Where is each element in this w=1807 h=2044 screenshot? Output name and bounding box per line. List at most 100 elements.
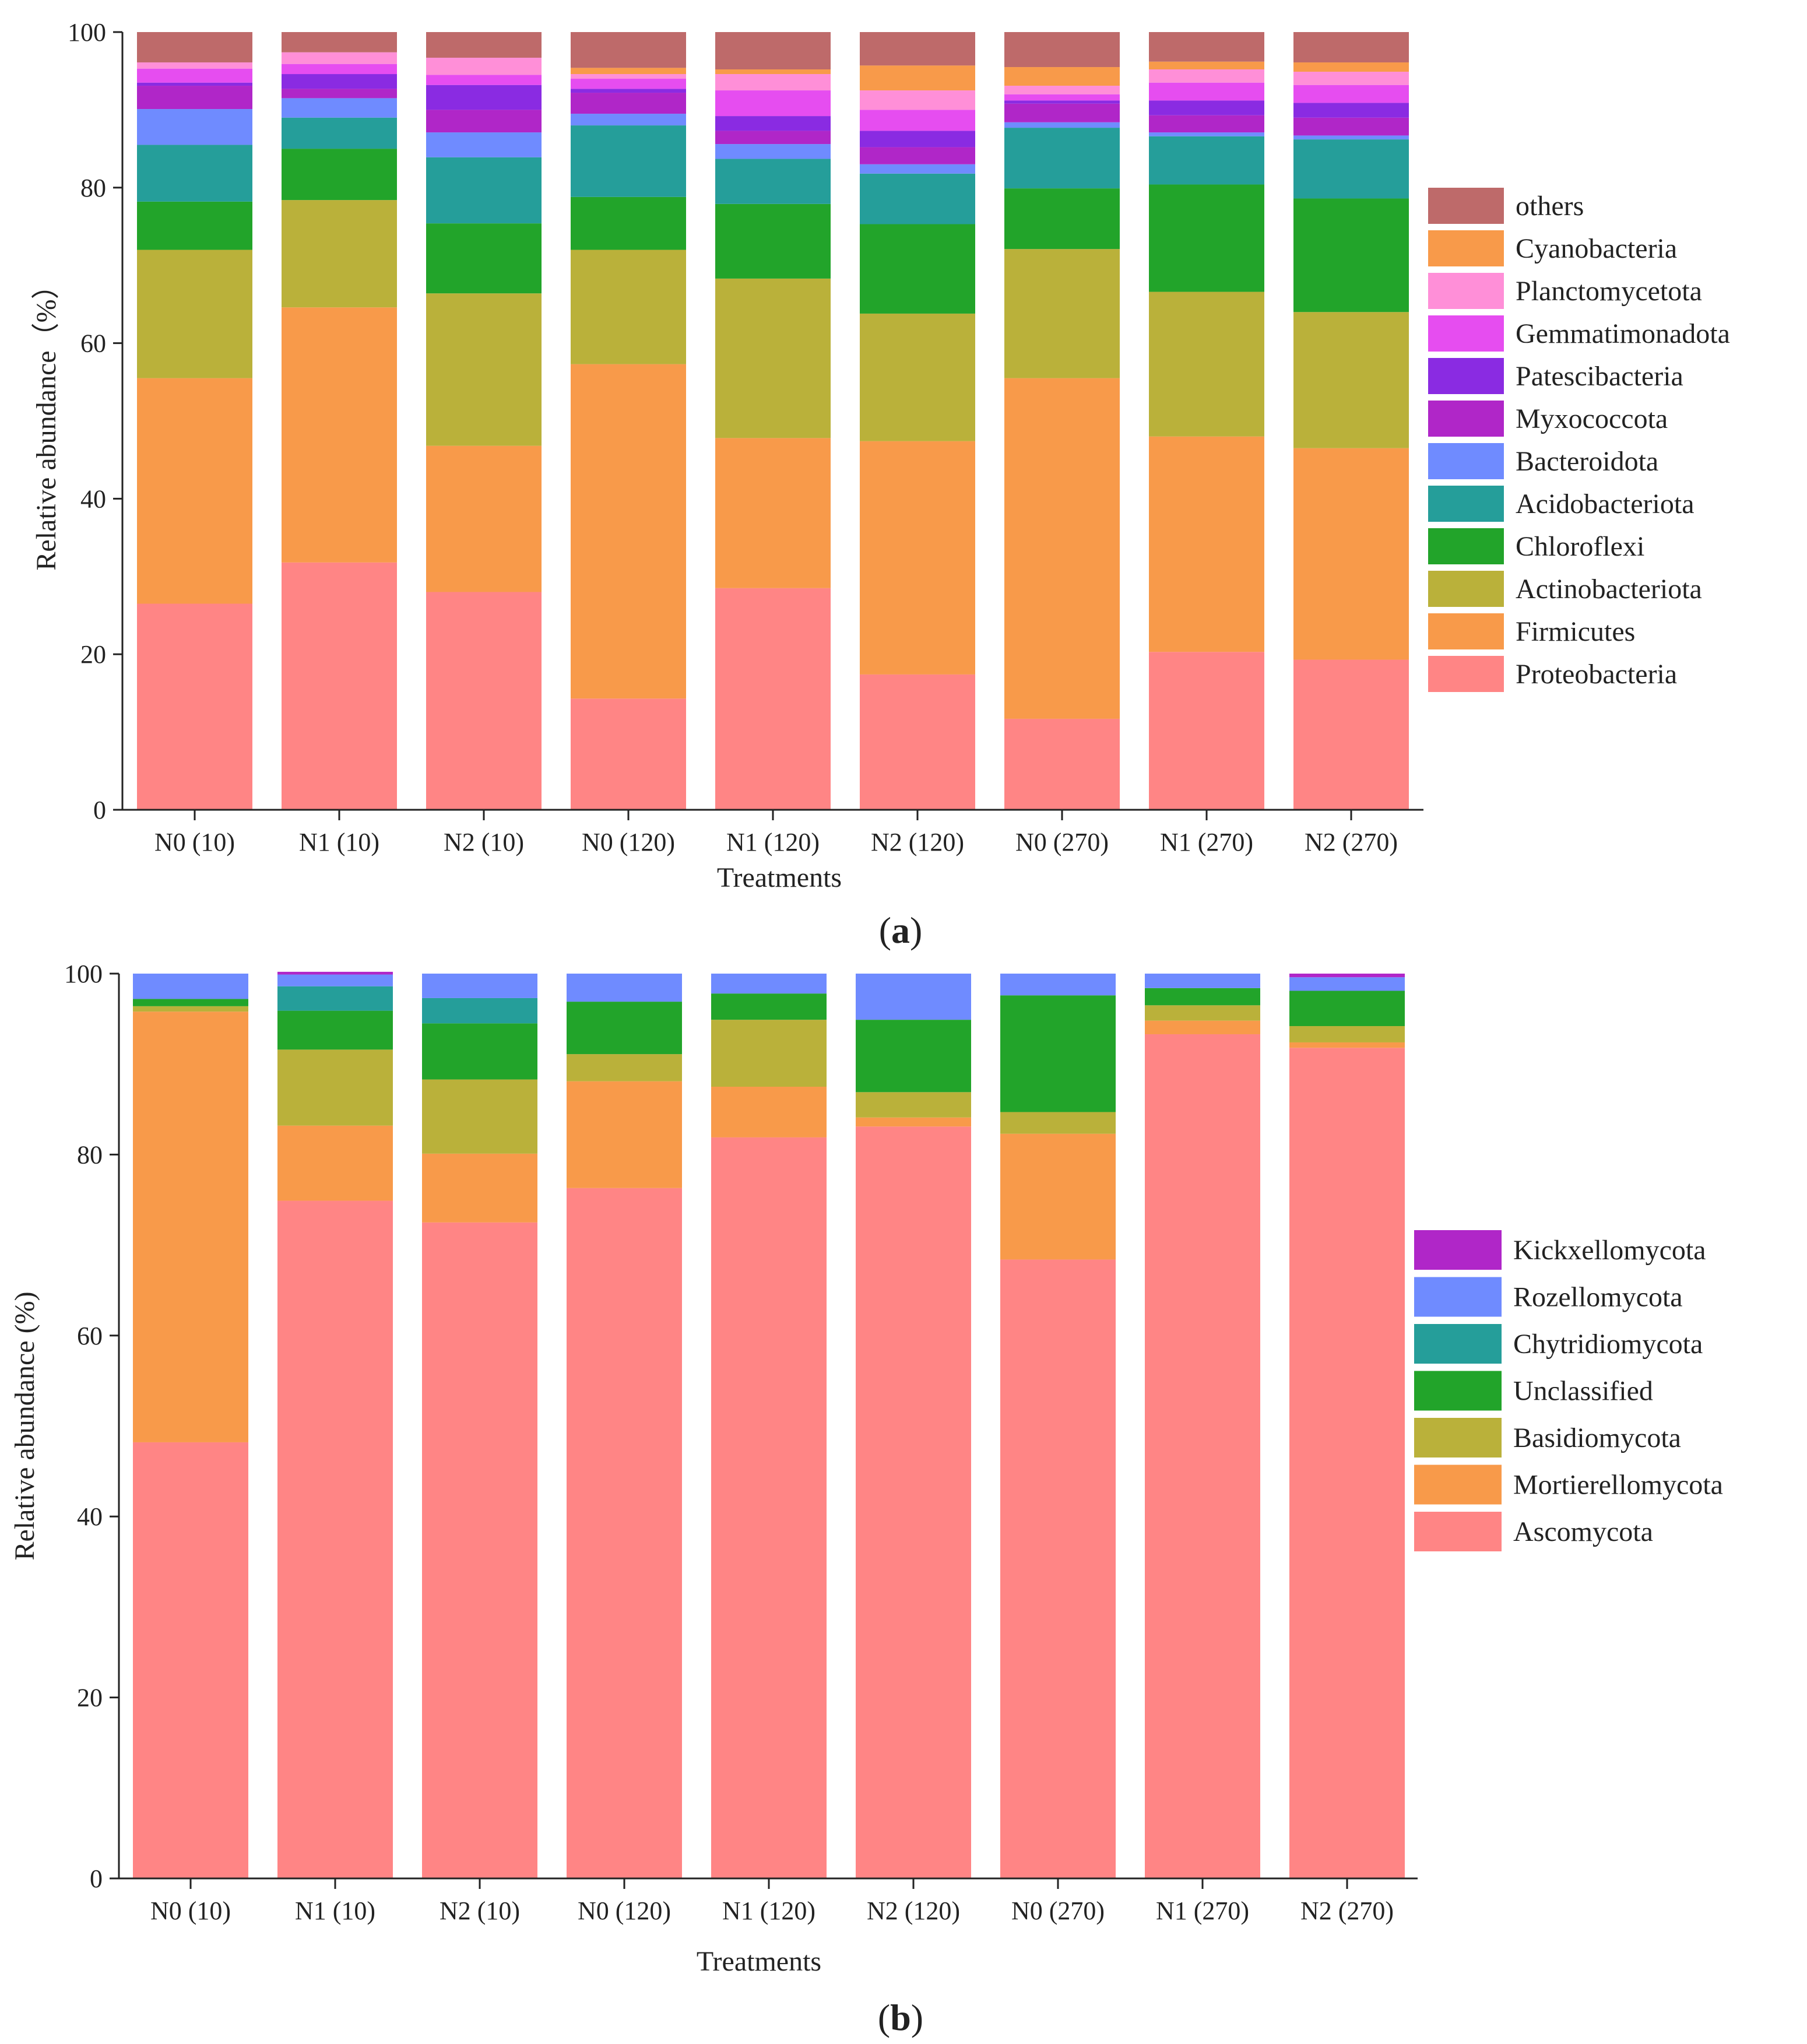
- bar-segment-ascomycota-n0-10: [133, 1442, 248, 1878]
- legend-label-cyanobacteria: Cyanobacteria: [1516, 233, 1677, 264]
- bar-segment-firmicutes-n0-10: [137, 378, 252, 604]
- legend-label-kickxellomycota: Kickxellomycota: [1513, 1235, 1706, 1266]
- bar-segment-actinobacteriota-n1-10: [282, 200, 397, 308]
- panel-b-y-axis-title: Relative abundance (%): [9, 1291, 40, 1560]
- bar-segment-unclassified-n2-10: [422, 1023, 537, 1080]
- legend-label-unclassified: Unclassified: [1513, 1376, 1653, 1407]
- bar-segment-chloroflexi-n0-10: [137, 201, 252, 250]
- bar-segment-myxococcota-n0-270: [1004, 103, 1120, 122]
- legend-swatch-acidobacteriota: [1428, 486, 1504, 522]
- bar-segment-gemmatimonadota-n2-270: [1293, 85, 1409, 103]
- bar-segment-proteobacteria-n2-270: [1293, 659, 1409, 810]
- bar-segment-cyanobacteria-n0-120: [571, 68, 686, 75]
- bar-segment-unclassified-n2-270: [1289, 991, 1405, 1027]
- bar-segment-mortierellomycota-n1-270: [1145, 1020, 1260, 1034]
- panel-b-x-ticks: N0 (10) N1 (10) N2 (10) N0 (120) N1 (120) N2 …: [150, 1878, 1394, 1925]
- panel-a-x-axis-title: Treatments: [717, 862, 842, 893]
- bar-segment-rozellomycota-n0-120: [567, 974, 682, 1002]
- bar-segment-gemmatimonadota-n2-120: [860, 110, 975, 131]
- panel-a-y-ticks: 0 20 40 60 80 100: [68, 18, 122, 824]
- bar-segment-gemmatimonadota-n0-270: [1004, 94, 1120, 101]
- panel-b-y-ticks: 0 20 40 60 80 100: [64, 960, 119, 1893]
- legend-swatch-basidiomycota: [1414, 1418, 1502, 1458]
- panel-b-bars: [133, 971, 1405, 1878]
- bar-segment-actinobacteriota-n0-120: [571, 250, 686, 364]
- bar-segment-chloroflexi-n1-120: [715, 203, 831, 279]
- y-tick-label-40: 40: [80, 484, 106, 513]
- legend-item-mortierellomycota: Mortierellomycota: [1414, 1464, 1723, 1505]
- bar-segment-ascomycota-n0-270: [1000, 1259, 1116, 1878]
- bar-segment-actinobacteriota-n0-270: [1004, 249, 1120, 378]
- bar-segment-others-n0-120: [571, 32, 686, 68]
- legend-label-chloroflexi: Chloroflexi: [1516, 531, 1644, 562]
- bar-segment-basidiomycota-n0-120: [567, 1054, 682, 1081]
- bar-segment-chytridiomycota-n2-10: [422, 998, 537, 1024]
- bar-segment-rozellomycota-n1-270: [1145, 974, 1260, 988]
- bar-segment-patescibacteria-n0-10: [137, 82, 252, 86]
- bar-segment-chloroflexi-n0-270: [1004, 188, 1120, 250]
- legend-label-acidobacteriota: Acidobacteriota: [1516, 489, 1694, 519]
- bar-segment-rozellomycota-n0-10: [133, 974, 248, 999]
- bar-segment-myxococcota-n2-270: [1293, 117, 1409, 136]
- bar-segment-basidiomycota-n2-10: [422, 1079, 537, 1154]
- panel-a-label: (a): [879, 909, 923, 951]
- x-tick-label-n1-120: N1 (120): [726, 828, 820, 856]
- bar-segment-gemmatimonadota-n1-270: [1149, 82, 1264, 101]
- x-tick-label-n2-120: N2 (120): [867, 1897, 960, 1925]
- bar-segment-gemmatimonadota-n0-120: [571, 79, 686, 89]
- y-tick-label-0: 0: [93, 796, 106, 824]
- legend-item-chytridiomycota: Chytridiomycota: [1414, 1324, 1703, 1364]
- bar-segment-planctomycetota-n2-10: [426, 58, 542, 75]
- y-tick-label-20: 20: [77, 1684, 103, 1712]
- x-tick-label-n2-10: N2 (10): [440, 1897, 520, 1925]
- bar-segment-myxococcota-n2-10: [426, 110, 542, 133]
- panel-a-legend: others Cyanobacteria Planctomycetota Gemmat…: [1428, 188, 1730, 692]
- x-tick-label-n0-270: N0 (270): [1015, 828, 1109, 856]
- bar-segment-acidobacteriota-n2-10: [426, 157, 542, 224]
- bar-segment-planctomycetota-n2-270: [1293, 72, 1409, 85]
- legend-item-myxococcota: Myxococcota: [1428, 401, 1668, 437]
- bar-segment-myxococcota-n0-120: [571, 93, 686, 114]
- legend-item-others: others: [1428, 188, 1584, 224]
- x-tick-label-n2-270: N2 (270): [1300, 1897, 1394, 1925]
- legend-swatch-cyanobacteria: [1428, 230, 1504, 266]
- bar-segment-actinobacteriota-n2-270: [1293, 312, 1409, 448]
- legend-label-firmicutes: Firmicutes: [1516, 616, 1635, 647]
- bar-segment-unclassified-n2-120: [856, 1020, 971, 1093]
- y-tick-label-20: 20: [80, 640, 106, 669]
- x-tick-label-n1-120: N1 (120): [722, 1897, 815, 1925]
- y-tick-label-40: 40: [77, 1502, 103, 1531]
- panel-a-y-axis-title: Relative abundance（%）: [31, 271, 62, 570]
- bar-segment-others-n2-10: [426, 32, 542, 58]
- legend-item-basidiomycota: Basidiomycota: [1414, 1418, 1681, 1458]
- legend-swatch-gemmatimonadota: [1428, 315, 1504, 352]
- x-tick-label-n0-10: N0 (10): [154, 828, 235, 856]
- y-tick-label-60: 60: [80, 329, 106, 358]
- bar-segment-basidiomycota-n2-120: [856, 1092, 971, 1118]
- bar-segment-proteobacteria-n1-270: [1149, 652, 1264, 810]
- bar-segment-cyanobacteria-n0-270: [1004, 67, 1120, 86]
- legend-swatch-others: [1428, 188, 1504, 224]
- bar-segment-proteobacteria-n0-10: [137, 603, 252, 810]
- bar-segment-actinobacteriota-n0-10: [137, 250, 252, 378]
- legend-swatch-proteobacteria: [1428, 656, 1504, 692]
- legend-swatch-planctomycetota: [1428, 273, 1504, 309]
- bar-segment-myxococcota-n1-10: [282, 89, 397, 99]
- bar-segment-gemmatimonadota-n1-120: [715, 90, 831, 117]
- legend-label-myxococcota: Myxococcota: [1516, 403, 1668, 434]
- bar-segment-bacteroidota-n2-10: [426, 132, 542, 157]
- bar-segment-acidobacteriota-n1-10: [282, 117, 397, 149]
- x-tick-label-n2-270: N2 (270): [1305, 828, 1398, 856]
- legend-swatch-firmicutes: [1428, 613, 1504, 649]
- legend-label-basidiomycota: Basidiomycota: [1513, 1423, 1681, 1453]
- bar-segment-firmicutes-n2-270: [1293, 448, 1409, 660]
- bar-segment-planctomycetota-n0-120: [571, 74, 686, 79]
- bar-segment-acidobacteriota-n0-270: [1004, 128, 1120, 189]
- bar-segment-unclassified-n1-120: [711, 993, 827, 1020]
- bar-segment-firmicutes-n0-120: [571, 364, 686, 699]
- legend-item-acidobacteriota: Acidobacteriota: [1428, 486, 1694, 522]
- bar-segment-bacteroidota-n1-120: [715, 144, 831, 159]
- bar-segment-mortierellomycota-n2-270: [1289, 1042, 1405, 1048]
- bar-segment-others-n2-120: [860, 32, 975, 66]
